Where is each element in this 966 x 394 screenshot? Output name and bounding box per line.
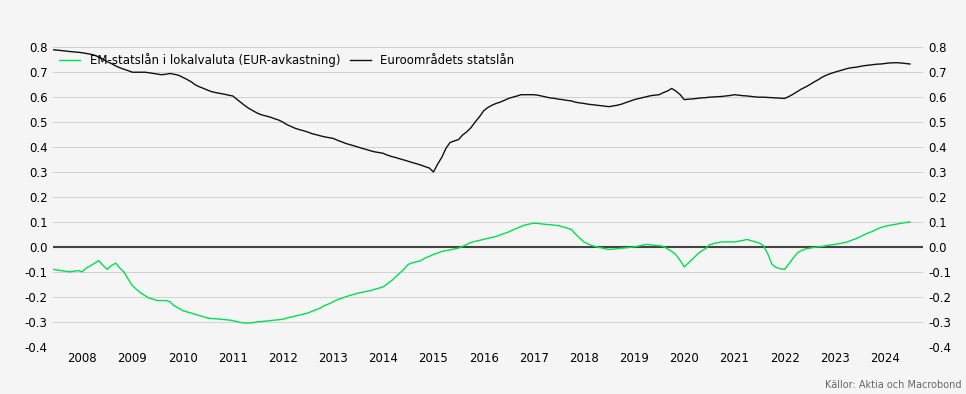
Line: EM-statslån i lokalvaluta (EUR-avkastning): EM-statslån i lokalvaluta (EUR-avkastnin… [53,222,910,323]
Text: Källor: Aktia och Macrobond: Källor: Aktia och Macrobond [825,380,961,390]
EM-statslån i lokalvaluta (EUR-avkastning) [93,258,104,263]
Euroområdets statslån [105,61,117,66]
Euroområdets statslån [160,72,172,76]
Euroområdets statslån [93,55,104,59]
EM-statslån i lokalvaluta (EUR-avkastning) [105,263,117,268]
Euroområdets statslån [707,95,719,99]
Euroområdets statslån [590,103,602,108]
Euroområdets statslån [904,61,916,66]
EM-statslån i lokalvaluta (EUR-avkastning) [240,321,251,325]
Euroområdets statslån [47,47,59,52]
Line: Euroområdets statslån: Euroområdets statslån [53,50,910,172]
EM-statslån i lokalvaluta (EUR-avkastning) [590,245,602,249]
Legend: EM-statslån i lokalvaluta (EUR-avkastning), Euroområdets statslån: EM-statslån i lokalvaluta (EUR-avkastnin… [59,53,515,67]
EM-statslån i lokalvaluta (EUR-avkastning) [904,219,916,224]
EM-statslån i lokalvaluta (EUR-avkastning) [160,298,172,303]
EM-statslån i lokalvaluta (EUR-avkastning) [47,267,59,272]
Euroområdets statslån [428,170,440,175]
Euroområdets statslån [290,126,301,131]
EM-statslån i lokalvaluta (EUR-avkastning) [294,313,305,318]
EM-statslån i lokalvaluta (EUR-avkastning) [707,241,719,246]
